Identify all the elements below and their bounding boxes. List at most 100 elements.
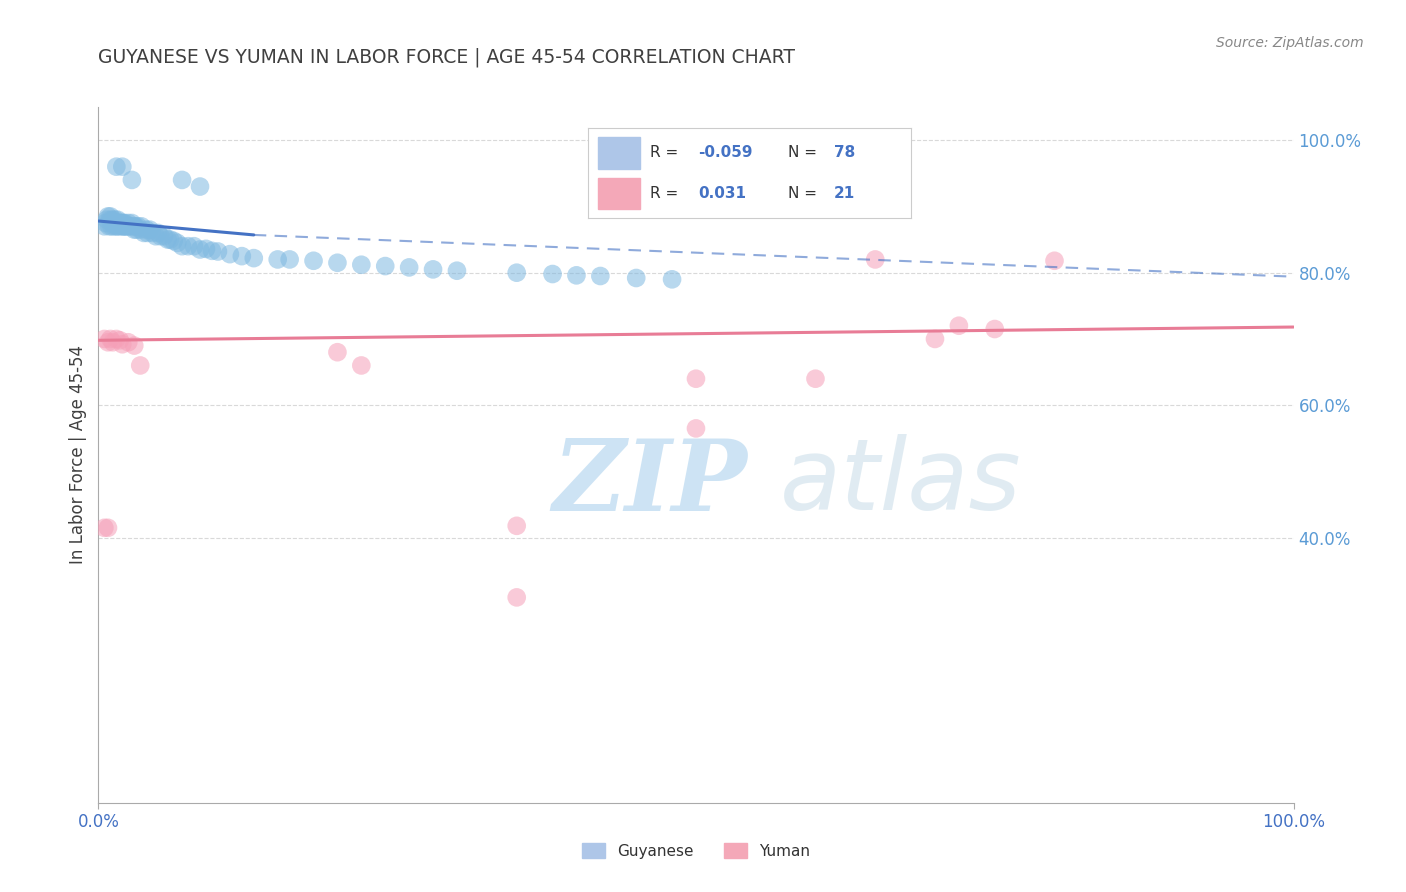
Point [302,253,325,268]
Point [685,372,707,386]
Point [111,216,134,230]
Point [804,372,827,386]
Point [101,212,124,227]
Point [135,222,157,236]
Point [156,233,179,247]
Point [98,219,121,234]
Point [111,219,134,234]
Point [107,212,129,227]
Point [231,249,253,263]
Point [326,345,349,359]
Point [111,160,134,174]
Point [105,216,128,230]
Text: Source: ZipAtlas.com: Source: ZipAtlas.com [1216,36,1364,50]
Text: N =: N = [789,145,817,161]
Point [163,234,186,248]
Point [129,359,152,373]
Point [97,521,120,535]
Point [131,219,153,234]
Point [141,226,163,240]
Point [120,219,142,234]
Point [541,267,564,281]
Point [118,219,141,234]
Point [589,268,612,283]
Point [219,247,242,261]
Legend: Guyanese, Yuman: Guyanese, Yuman [575,837,817,864]
Point [110,216,132,230]
Point [101,216,124,230]
Point [103,219,125,234]
Point [132,226,155,240]
Point [194,242,218,256]
Point [149,229,172,244]
Point [188,179,211,194]
Text: R =: R = [650,186,678,201]
Point [506,591,529,605]
Point [267,252,290,267]
Point [117,335,139,350]
Point [129,222,152,236]
Point [96,212,118,227]
Point [183,239,205,253]
FancyBboxPatch shape [598,137,640,169]
Text: -0.059: -0.059 [699,145,752,161]
Point [863,252,887,267]
Point [422,262,444,277]
Point [121,173,143,187]
Point [153,229,176,244]
Point [166,235,188,250]
Point [139,222,162,236]
Point [98,210,122,224]
Point [104,212,127,227]
Point [172,173,194,187]
Point [104,216,127,230]
Point [685,421,707,435]
Point [661,272,683,286]
Point [506,518,529,533]
Point [124,219,146,234]
Point [107,219,129,234]
Text: ZIP: ZIP [553,434,748,531]
Point [98,212,122,227]
Text: R =: R = [650,145,678,161]
Point [506,266,529,280]
Point [350,258,373,272]
Point [136,226,159,240]
Point [107,216,129,230]
Point [207,244,229,259]
Point [984,322,1007,336]
Point [159,233,181,247]
Point [177,239,200,253]
Point [101,335,124,350]
Point [105,160,128,174]
Point [98,332,122,346]
Point [112,216,135,230]
Point [626,271,648,285]
Point [93,219,115,234]
Point [112,219,135,234]
Text: 78: 78 [834,145,855,161]
Point [243,251,266,265]
Point [108,219,131,234]
Point [111,337,134,351]
Text: 21: 21 [834,186,855,201]
Text: 0.031: 0.031 [699,186,747,201]
Point [201,244,224,258]
Point [115,219,138,234]
Point [188,243,211,257]
Point [100,219,122,234]
Text: GUYANESE VS YUMAN IN LABOR FORCE | AGE 45-54 CORRELATION CHART: GUYANESE VS YUMAN IN LABOR FORCE | AGE 4… [98,47,796,67]
Point [115,219,138,234]
Point [103,216,125,230]
Point [114,219,136,234]
Text: N =: N = [789,186,817,201]
Point [924,332,946,346]
Text: atlas: atlas [779,434,1021,532]
Point [125,222,148,236]
Point [105,219,128,234]
Point [565,268,588,283]
Point [350,359,373,373]
Point [117,216,139,230]
Point [1043,253,1066,268]
Y-axis label: In Labor Force | Age 45-54: In Labor Force | Age 45-54 [69,345,87,565]
